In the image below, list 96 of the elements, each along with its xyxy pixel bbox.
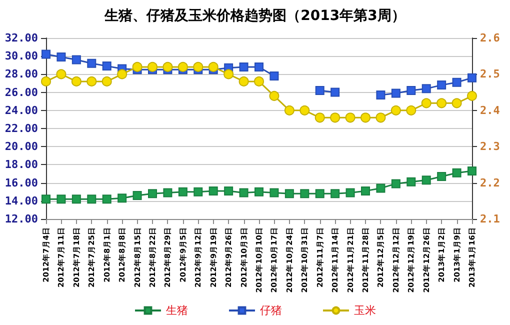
point bbox=[102, 76, 112, 86]
point bbox=[406, 177, 416, 186]
point bbox=[102, 194, 112, 204]
point bbox=[360, 112, 370, 123]
point bbox=[315, 189, 324, 198]
y-tick-label: 24.00 bbox=[4, 104, 38, 117]
point bbox=[406, 86, 416, 95]
point bbox=[56, 69, 66, 80]
point bbox=[162, 62, 173, 72]
point bbox=[72, 194, 81, 204]
y-tick-label: 14.00 bbox=[4, 194, 38, 208]
point bbox=[56, 52, 66, 62]
point bbox=[437, 80, 446, 90]
y-tick-label: 22.00 bbox=[4, 122, 38, 135]
point bbox=[315, 86, 324, 95]
point bbox=[42, 50, 50, 59]
point bbox=[270, 72, 279, 81]
point bbox=[224, 69, 234, 80]
point bbox=[224, 186, 234, 196]
point bbox=[163, 188, 172, 198]
legend-label: 玉米 bbox=[354, 304, 376, 317]
y-tick-label: 32.00 bbox=[4, 32, 38, 44]
point bbox=[269, 90, 280, 101]
point bbox=[72, 55, 81, 64]
point bbox=[468, 73, 476, 82]
point bbox=[148, 62, 158, 72]
point bbox=[391, 179, 400, 188]
point bbox=[270, 188, 279, 198]
point bbox=[87, 58, 96, 68]
point bbox=[178, 62, 188, 72]
point bbox=[376, 184, 386, 193]
point bbox=[41, 76, 51, 86]
point bbox=[421, 98, 432, 108]
point bbox=[422, 176, 431, 185]
point bbox=[345, 112, 356, 123]
point bbox=[468, 166, 476, 176]
point bbox=[86, 76, 97, 86]
point bbox=[376, 90, 386, 100]
point bbox=[390, 105, 401, 116]
y-tick-label: 28.00 bbox=[4, 68, 38, 81]
point bbox=[87, 194, 96, 204]
point bbox=[254, 62, 264, 72]
point bbox=[118, 194, 127, 203]
point bbox=[178, 187, 188, 196]
y2-tick-label: 2.6 bbox=[480, 32, 500, 44]
point bbox=[300, 189, 310, 198]
point bbox=[406, 105, 416, 116]
point bbox=[132, 62, 142, 72]
point bbox=[436, 98, 447, 108]
point bbox=[330, 88, 340, 97]
point bbox=[208, 62, 218, 72]
y2-tick-label: 2.4 bbox=[480, 104, 500, 117]
point bbox=[452, 98, 462, 108]
y-tick-label: 12.00 bbox=[4, 212, 38, 226]
y2-tick-label: 2.1 bbox=[480, 212, 500, 226]
point bbox=[239, 62, 248, 72]
y-tick-label: 30.00 bbox=[4, 50, 38, 63]
y-tick-label: 16.00 bbox=[4, 176, 38, 190]
point bbox=[330, 112, 340, 123]
y-tick-label: 26.00 bbox=[4, 86, 38, 99]
point bbox=[42, 194, 50, 204]
point bbox=[239, 188, 248, 198]
point bbox=[194, 187, 203, 196]
legend-label: 生猪 bbox=[166, 304, 188, 317]
y-tick-label: 18.00 bbox=[4, 158, 38, 172]
point bbox=[314, 112, 325, 123]
point bbox=[361, 186, 370, 196]
y2-tick-label: 2.5 bbox=[480, 68, 500, 81]
point bbox=[238, 76, 249, 86]
point bbox=[330, 189, 340, 198]
point bbox=[56, 194, 66, 204]
point bbox=[452, 168, 462, 178]
point bbox=[284, 105, 294, 116]
point bbox=[117, 69, 128, 80]
point bbox=[71, 76, 82, 86]
point bbox=[300, 105, 310, 116]
point bbox=[452, 78, 462, 87]
y2-tick-label: 2.2 bbox=[480, 176, 500, 190]
legend-label: 仔猪 bbox=[260, 304, 282, 317]
point bbox=[284, 189, 294, 198]
point bbox=[346, 188, 355, 198]
point bbox=[102, 62, 112, 71]
point bbox=[193, 62, 204, 72]
point bbox=[208, 186, 218, 196]
point bbox=[132, 190, 142, 200]
point bbox=[376, 112, 386, 123]
point bbox=[254, 76, 264, 86]
point bbox=[437, 172, 446, 181]
y2-tick-label: 2.3 bbox=[480, 140, 500, 154]
chart-title: 生猪、仔猪及玉米价格趋势图（2013年第3周） bbox=[104, 8, 406, 24]
point bbox=[391, 88, 400, 98]
point bbox=[148, 189, 157, 198]
point bbox=[422, 84, 431, 94]
point bbox=[467, 90, 477, 101]
y-tick-label: 20.00 bbox=[4, 140, 38, 154]
point bbox=[254, 187, 264, 196]
